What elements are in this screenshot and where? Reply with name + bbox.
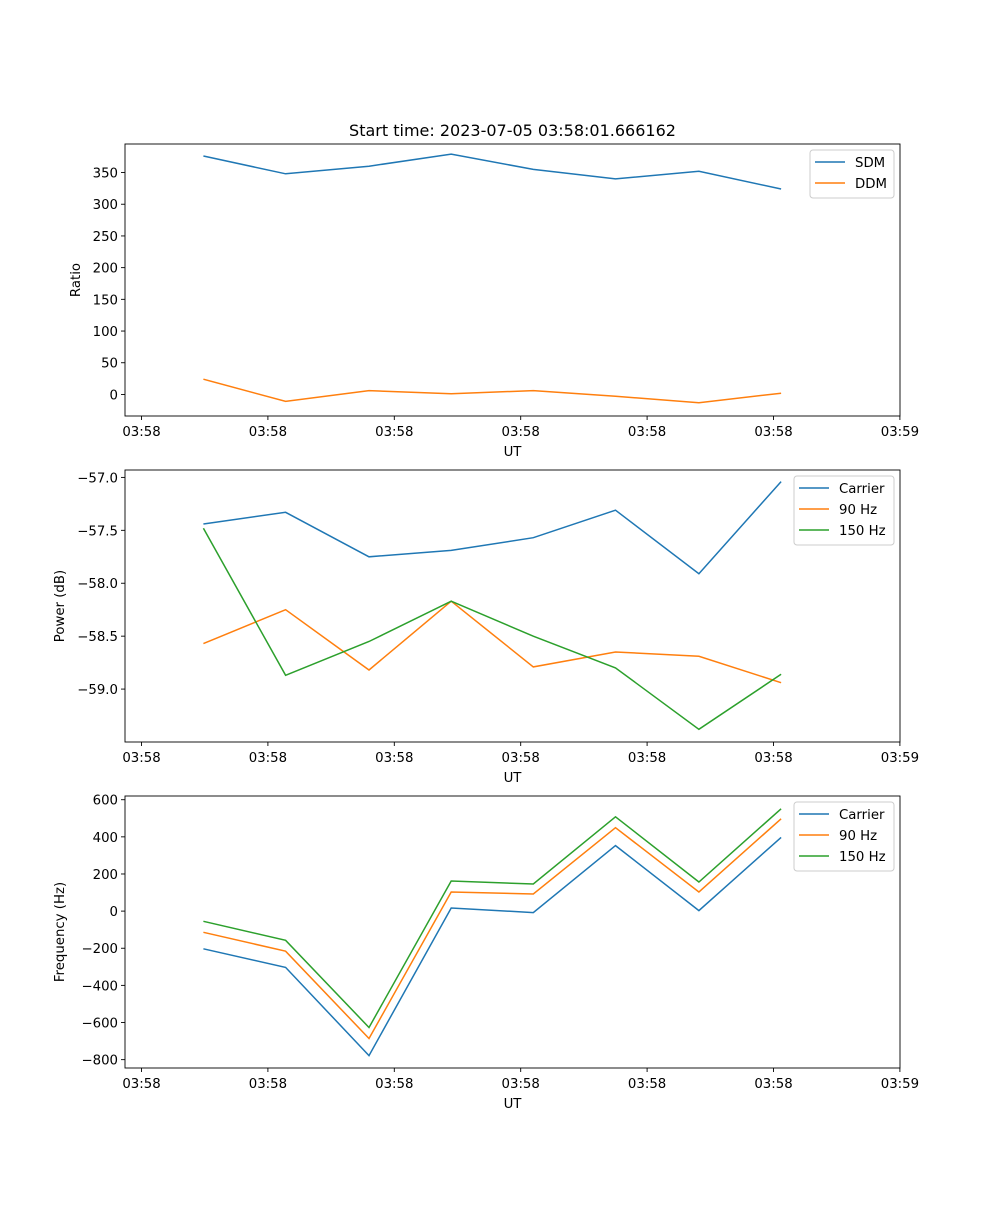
- y-tick-label: 0: [110, 388, 118, 403]
- series-line-sdm: [203, 153, 782, 190]
- legend-label: SDM: [855, 156, 885, 171]
- y-tick-label: −57.5: [77, 524, 118, 539]
- legend-label: Carrier: [839, 808, 885, 823]
- panel-ratio: 03:58 03:58 03:58 03:58 03:58 03:58 03:59 0 50 10…: [69, 143, 919, 460]
- axes-frame: [124, 795, 901, 1069]
- x-tick-label: 03:58: [628, 1077, 666, 1092]
- x-tick-label: 03:59: [881, 1077, 919, 1092]
- x-tick-label: 03:58: [249, 1077, 287, 1092]
- x-tick-label: 03:58: [754, 425, 792, 440]
- y-tick-label: 600: [93, 794, 118, 809]
- series-line-90-hz: [203, 818, 782, 1040]
- series-line-150-hz: [202, 527, 782, 731]
- y-tick-label: 100: [93, 325, 118, 340]
- legend-label: 90 Hz: [839, 503, 877, 518]
- y-tick-label: −58.0: [77, 577, 118, 592]
- series-line-carrier: [203, 481, 782, 575]
- x-axis-label: UT: [504, 445, 523, 460]
- x-tick-label: 03:58: [375, 1077, 413, 1092]
- y-tick-label: 0: [110, 905, 118, 920]
- y-tick-label: 50: [101, 357, 118, 372]
- x-tick-label: 03:58: [754, 1077, 792, 1092]
- series-line-ddm: [203, 378, 782, 404]
- series-line-90-hz: [203, 600, 782, 684]
- legend-label: 150 Hz: [839, 524, 886, 539]
- legend-label: DDM: [855, 177, 887, 192]
- legend-label: Carrier: [839, 482, 885, 497]
- x-tick-label: 03:58: [122, 751, 160, 766]
- x-axis-label: UT: [504, 771, 523, 786]
- legend-box: [793, 475, 895, 546]
- x-tick-label: 03:58: [502, 1077, 540, 1092]
- x-tick-label: 03:58: [502, 425, 540, 440]
- x-tick-label: 03:59: [881, 425, 919, 440]
- y-tick-label: 350: [93, 167, 118, 182]
- y-tick-label: −600: [81, 1017, 118, 1032]
- x-tick-label: 03:58: [375, 425, 413, 440]
- x-tick-label: 03:58: [122, 425, 160, 440]
- y-tick-label: −200: [81, 942, 118, 957]
- panel-frequency: 03:58 03:58 03:58 03:58 03:58 03:58 03:59 −800 −…: [53, 794, 919, 1112]
- x-tick-label: 03:58: [502, 751, 540, 766]
- series-line-150-hz: [203, 808, 782, 1029]
- x-tick-label: 03:58: [628, 425, 666, 440]
- x-tick-label: 03:58: [628, 751, 666, 766]
- y-axis-label: Power (dB): [53, 570, 68, 642]
- y-tick-label: 200: [93, 262, 118, 277]
- axes-frame: [124, 469, 901, 743]
- y-tick-label: −800: [81, 1054, 118, 1069]
- y-tick-label: −59.0: [77, 683, 118, 698]
- x-tick-label: 03:58: [122, 1077, 160, 1092]
- axes-frame: [124, 143, 901, 417]
- figure-title: Start time: 2023-07-05 03:58:01.666162: [349, 121, 676, 140]
- x-tick-label: 03:58: [754, 751, 792, 766]
- x-tick-label: 03:59: [881, 751, 919, 766]
- legend-label: 90 Hz: [839, 829, 877, 844]
- y-axis-label: Ratio: [69, 263, 84, 297]
- y-tick-label: 150: [93, 293, 118, 308]
- y-tick-label: 200: [93, 868, 118, 883]
- x-tick-label: 03:58: [375, 751, 413, 766]
- y-tick-label: −400: [81, 979, 118, 994]
- legend-box: [793, 801, 895, 872]
- panel-power: 03:58 03:58 03:58 03:58 03:58 03:58 03:59 −59.0…: [53, 469, 919, 786]
- y-tick-label: −57.0: [77, 471, 118, 486]
- y-tick-label: −58.5: [77, 630, 118, 645]
- x-axis-label: UT: [504, 1097, 523, 1112]
- x-tick-label: 03:58: [249, 425, 287, 440]
- y-tick-label: 250: [93, 230, 118, 245]
- y-axis-label: Frequency (Hz): [53, 882, 68, 982]
- x-tick-label: 03:58: [249, 751, 287, 766]
- y-tick-label: 400: [93, 831, 118, 846]
- y-tick-label: 300: [93, 198, 118, 213]
- series-line-carrier: [203, 836, 782, 1057]
- legend-label: 150 Hz: [839, 850, 886, 865]
